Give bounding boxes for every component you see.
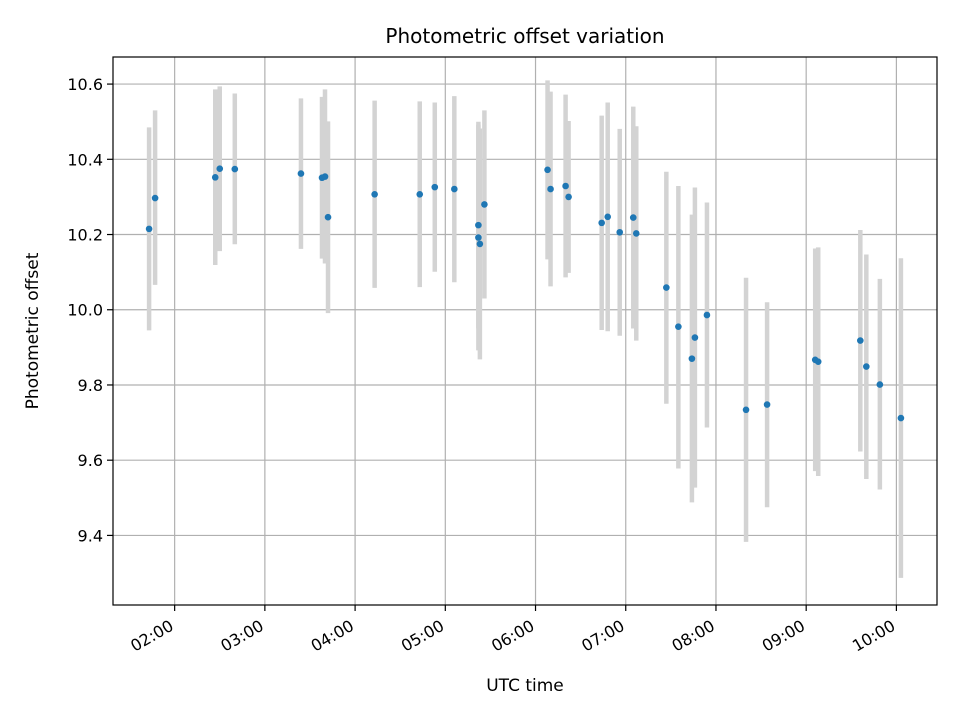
data-point	[763, 401, 771, 408]
y-tick-label: 9.8	[78, 376, 103, 395]
data-point	[297, 170, 305, 177]
data-point	[857, 337, 864, 344]
data-point	[475, 234, 482, 241]
data-point	[742, 406, 750, 414]
data-point	[876, 381, 884, 388]
data-point	[475, 221, 482, 229]
chart-title: Photometric offset variation	[385, 24, 664, 48]
data-point	[321, 173, 329, 180]
data-point	[863, 363, 870, 370]
y-tick-label: 9.6	[78, 451, 103, 470]
data-point	[663, 284, 670, 291]
data-point	[145, 225, 153, 233]
data-point	[814, 358, 822, 365]
data-point	[598, 219, 605, 227]
data-point	[547, 185, 554, 193]
data-point	[416, 190, 424, 198]
data-point	[476, 240, 484, 248]
data-points	[145, 165, 905, 422]
data-point	[562, 182, 569, 190]
data-point	[481, 201, 488, 208]
data-point	[324, 213, 332, 221]
data-point	[691, 334, 699, 341]
y-tick-label: 10.2	[67, 226, 103, 245]
data-point	[675, 323, 682, 330]
y-tick-label: 9.4	[78, 526, 103, 545]
data-point	[216, 165, 224, 173]
y-tick-label: 10.4	[67, 150, 103, 169]
y-tick-label: 10.0	[67, 301, 103, 320]
data-point	[629, 214, 637, 221]
data-point	[431, 183, 439, 191]
plot-area-background	[113, 57, 937, 605]
data-point	[231, 165, 239, 173]
x-axis-label: UTC time	[486, 676, 564, 696]
data-point	[703, 311, 711, 319]
data-point	[544, 166, 551, 174]
plot-frame	[112, 56, 938, 606]
data-point	[897, 414, 905, 422]
data-point	[632, 230, 640, 237]
data-point	[211, 174, 219, 181]
grid	[113, 57, 937, 605]
y-tick-label: 10.6	[67, 75, 103, 94]
data-point	[604, 213, 612, 221]
data-point	[565, 193, 572, 201]
y-axis: 9.4 9.6 9.8 10.0 10.2 10.4 10.6	[67, 75, 113, 545]
data-point	[451, 185, 458, 193]
data-point	[371, 190, 378, 198]
data-point	[151, 194, 159, 202]
y-axis-label: Photometric offset	[23, 252, 43, 409]
data-point	[688, 355, 696, 362]
data-point	[616, 228, 624, 236]
